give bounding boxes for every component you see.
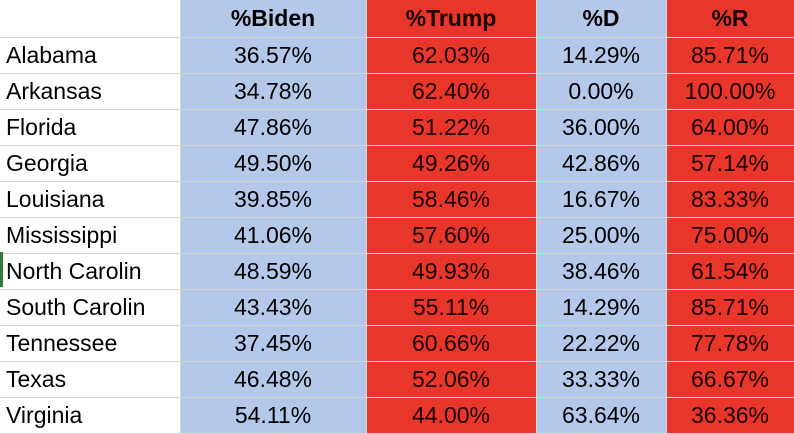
table-row: Arkansas 34.78% 62.40% 0.00% 100.00% <box>0 73 794 110</box>
table-row: Alabama 36.57% 62.03% 14.29% 85.71% <box>0 37 794 74</box>
dem-pct-cell[interactable]: 38.46% <box>536 253 667 290</box>
biden-pct-cell[interactable]: 49.50% <box>180 145 367 182</box>
state-cell[interactable]: Georgia <box>0 145 181 182</box>
rep-pct-cell[interactable]: 75.00% <box>666 217 794 254</box>
header-row: %Biden %Trump %D %R <box>0 0 794 38</box>
table-row: North Carolin 48.59% 49.93% 38.46% 61.54% <box>0 253 794 290</box>
rep-pct-cell[interactable]: 36.36% <box>666 397 794 434</box>
state-cell[interactable]: Texas <box>0 361 181 398</box>
biden-pct-cell[interactable]: 34.78% <box>180 73 367 110</box>
biden-pct-cell[interactable]: 47.86% <box>180 109 367 146</box>
rep-pct-cell[interactable]: 77.78% <box>666 325 794 362</box>
rep-pct-cell[interactable]: 64.00% <box>666 109 794 146</box>
biden-pct-cell[interactable]: 39.85% <box>180 181 367 218</box>
state-cell[interactable]: Arkansas <box>0 73 181 110</box>
biden-pct-cell[interactable]: 37.45% <box>180 325 367 362</box>
header-cell-r[interactable]: %R <box>666 0 794 38</box>
state-cell[interactable]: Louisiana <box>0 181 181 218</box>
dem-pct-cell[interactable]: 16.67% <box>536 181 667 218</box>
rep-pct-cell[interactable]: 100.00% <box>666 73 794 110</box>
trump-pct-cell[interactable]: 62.40% <box>366 73 537 110</box>
trump-pct-cell[interactable]: 60.66% <box>366 325 537 362</box>
trump-pct-cell[interactable]: 62.03% <box>366 37 537 74</box>
table-row: Tennessee 37.45% 60.66% 22.22% 77.78% <box>0 325 794 362</box>
trump-pct-cell[interactable]: 44.00% <box>366 397 537 434</box>
trump-pct-cell[interactable]: 49.93% <box>366 253 537 290</box>
trump-pct-cell[interactable]: 58.46% <box>366 181 537 218</box>
trump-pct-cell[interactable]: 52.06% <box>366 361 537 398</box>
biden-pct-cell[interactable]: 41.06% <box>180 217 367 254</box>
state-cell[interactable]: North Carolin <box>0 253 181 290</box>
rep-pct-cell[interactable]: 57.14% <box>666 145 794 182</box>
table-row: Mississippi 41.06% 57.60% 25.00% 75.00% <box>0 217 794 254</box>
header-cell-d[interactable]: %D <box>536 0 667 38</box>
state-cell[interactable]: Mississippi <box>0 217 181 254</box>
dem-pct-cell[interactable]: 63.64% <box>536 397 667 434</box>
biden-pct-cell[interactable]: 36.57% <box>180 37 367 74</box>
rep-pct-cell[interactable]: 85.71% <box>666 289 794 326</box>
state-cell[interactable]: South Carolin <box>0 289 181 326</box>
dem-pct-cell[interactable]: 14.29% <box>536 289 667 326</box>
selected-row-indicator <box>0 252 3 287</box>
trump-pct-cell[interactable]: 55.11% <box>366 289 537 326</box>
state-cell[interactable]: Tennessee <box>0 325 181 362</box>
dem-pct-cell[interactable]: 25.00% <box>536 217 667 254</box>
trump-pct-cell[interactable]: 51.22% <box>366 109 537 146</box>
table-row: Virginia 54.11% 44.00% 63.64% 36.36% <box>0 397 794 434</box>
table-row: Georgia 49.50% 49.26% 42.86% 57.14% <box>0 145 794 182</box>
dem-pct-cell[interactable]: 22.22% <box>536 325 667 362</box>
header-cell-state[interactable] <box>0 0 181 38</box>
dem-pct-cell[interactable]: 33.33% <box>536 361 667 398</box>
rep-pct-cell[interactable]: 66.67% <box>666 361 794 398</box>
state-cell[interactable]: Virginia <box>0 397 181 434</box>
rep-pct-cell[interactable]: 83.33% <box>666 181 794 218</box>
trump-pct-cell[interactable]: 57.60% <box>366 217 537 254</box>
dem-pct-cell[interactable]: 42.86% <box>536 145 667 182</box>
dem-pct-cell[interactable]: 36.00% <box>536 109 667 146</box>
state-cell[interactable]: Alabama <box>0 37 181 74</box>
table-row: Texas 46.48% 52.06% 33.33% 66.67% <box>0 361 794 398</box>
biden-pct-cell[interactable]: 54.11% <box>180 397 367 434</box>
biden-pct-cell[interactable]: 46.48% <box>180 361 367 398</box>
table-row: Louisiana 39.85% 58.46% 16.67% 83.33% <box>0 181 794 218</box>
rep-pct-cell[interactable]: 85.71% <box>666 37 794 74</box>
dem-pct-cell[interactable]: 14.29% <box>536 37 667 74</box>
biden-pct-cell[interactable]: 43.43% <box>180 289 367 326</box>
rep-pct-cell[interactable]: 61.54% <box>666 253 794 290</box>
dem-pct-cell[interactable]: 0.00% <box>536 73 667 110</box>
biden-pct-cell[interactable]: 48.59% <box>180 253 367 290</box>
table-row: South Carolin 43.43% 55.11% 14.29% 85.71% <box>0 289 794 326</box>
header-cell-trump[interactable]: %Trump <box>366 0 537 38</box>
table-row: Florida 47.86% 51.22% 36.00% 64.00% <box>0 109 794 146</box>
header-cell-biden[interactable]: %Biden <box>180 0 367 38</box>
trump-pct-cell[interactable]: 49.26% <box>366 145 537 182</box>
state-cell[interactable]: Florida <box>0 109 181 146</box>
